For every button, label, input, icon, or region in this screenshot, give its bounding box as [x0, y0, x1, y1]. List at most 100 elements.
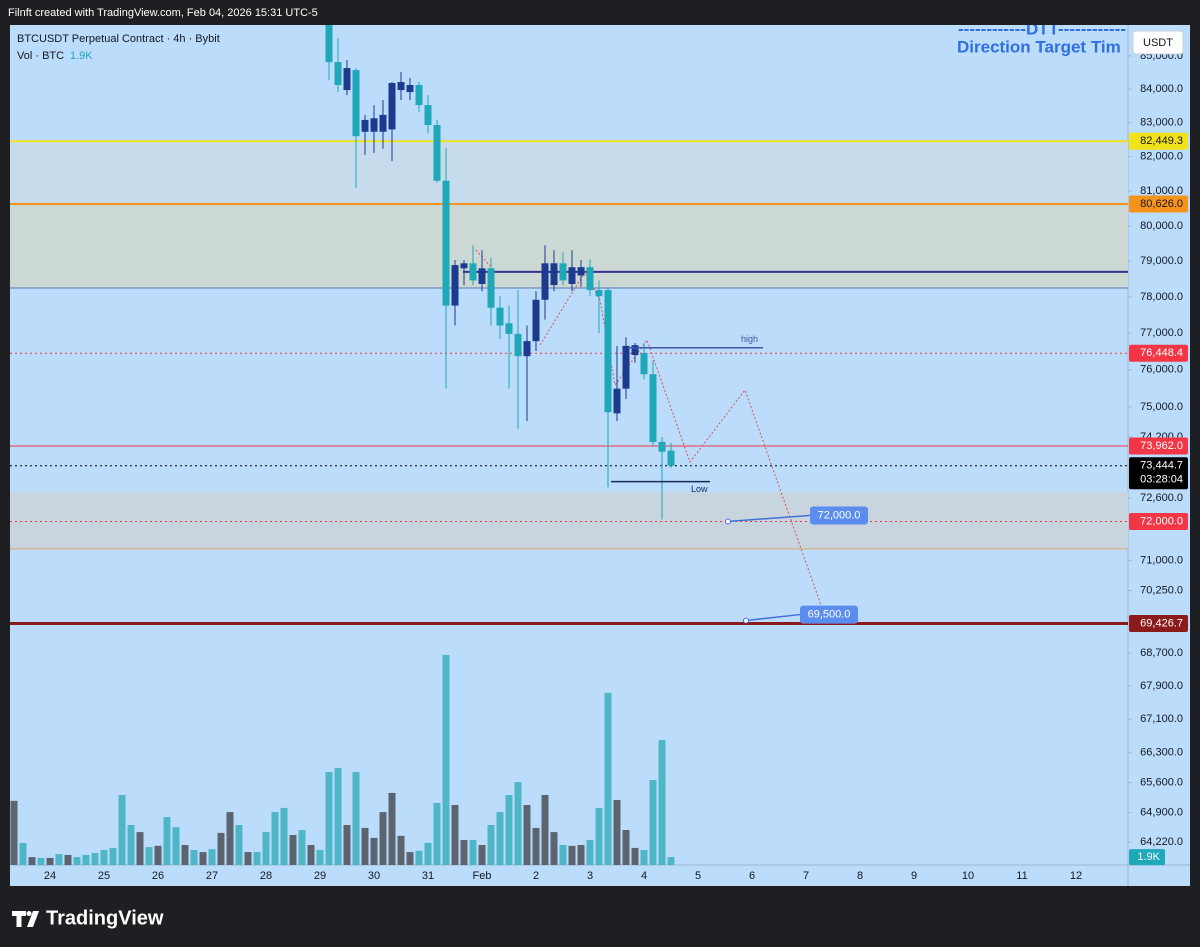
candle-body	[622, 345, 630, 389]
volume-bar	[307, 845, 315, 865]
x-tick-label: 27	[206, 870, 218, 882]
y-tick-label: 80,000.0	[1140, 220, 1183, 232]
header-text: Filnft created with TradingView.com, Feb…	[8, 7, 318, 19]
volume-bar	[262, 832, 270, 865]
volume-bar	[460, 840, 468, 865]
volume-bar	[100, 850, 108, 865]
level-label: 76,448.4	[1140, 347, 1183, 359]
candle-body	[604, 290, 612, 413]
y-tick-label: 68,700.0	[1140, 647, 1183, 659]
chart-title: BTCUSDT Perpetual Contract · 4h · Bybit	[17, 33, 220, 45]
volume-bar	[190, 850, 198, 865]
logo-icon	[12, 910, 39, 927]
candle-body	[433, 125, 441, 181]
volume-legend-value: 1.9K	[70, 50, 93, 62]
volume-bar	[325, 772, 333, 865]
volume-bar	[334, 767, 342, 865]
y-tick-label: 64,900.0	[1140, 807, 1183, 819]
x-tick-label: 10	[962, 870, 974, 882]
candle-body	[523, 341, 531, 357]
x-tick-label: 7	[803, 870, 809, 882]
volume-bar	[352, 772, 360, 865]
currency-button[interactable]	[1132, 30, 1184, 55]
volume-bar	[343, 825, 351, 865]
candle-body	[406, 85, 414, 93]
volume-bar	[667, 857, 675, 865]
y-tick-label: 84,000.0	[1140, 83, 1183, 95]
annotation-line1: ------------DTT------------	[958, 19, 1126, 38]
zone	[10, 141, 1128, 205]
x-tick-label: 12	[1070, 870, 1082, 882]
level-label: 72,000.0	[1140, 515, 1183, 527]
x-tick-label: 24	[44, 870, 56, 882]
target-point	[743, 617, 749, 624]
x-tick-label: 3	[587, 870, 593, 882]
volume-bar	[658, 740, 666, 865]
volume-bar	[523, 805, 531, 865]
volume-bar	[649, 780, 657, 865]
candle-body	[658, 441, 666, 452]
level-label-box	[1129, 344, 1188, 362]
volume-bar	[379, 812, 387, 865]
volume-bar	[568, 845, 576, 865]
candle-body	[550, 263, 558, 286]
volume-bar	[397, 835, 405, 865]
volume-bar	[172, 827, 180, 865]
x-tick-label: 28	[260, 870, 272, 882]
y-tick-label: 70,250.0	[1140, 584, 1183, 596]
swing-high-label: high	[741, 334, 758, 344]
candle-body	[487, 268, 495, 308]
candle-body	[478, 268, 486, 285]
y-tick-label: 67,900.0	[1140, 680, 1183, 692]
volume-bar	[10, 800, 18, 865]
volume-bar	[415, 850, 423, 865]
volume-bar	[37, 857, 45, 865]
volume-bar	[532, 827, 540, 865]
y-tick-label: 66,300.0	[1140, 747, 1183, 759]
target-connector	[727, 514, 811, 523]
x-tick-label: 9	[911, 870, 917, 882]
volume-bar	[91, 852, 99, 865]
volume-bar	[595, 807, 603, 865]
volume-bar	[145, 847, 153, 865]
x-tick-label: 2	[533, 870, 539, 882]
candle-body	[379, 114, 387, 132]
x-tick-label: 29	[314, 870, 326, 882]
candle-body	[397, 82, 405, 91]
target-label: 72,000.0	[818, 509, 861, 521]
volume-bar	[55, 854, 63, 865]
candle-body	[442, 180, 450, 306]
volume-bar	[496, 812, 504, 865]
level-label: 69,426.7	[1140, 617, 1183, 629]
volume-bar	[199, 852, 207, 865]
candle-body	[424, 105, 432, 126]
level-label-box	[1129, 195, 1188, 213]
volume-bar	[469, 840, 477, 865]
volume-bar	[559, 845, 567, 865]
volume-bar	[280, 807, 288, 865]
candle-body	[577, 267, 585, 276]
y-tick-label: 76,000.0	[1140, 364, 1183, 376]
candle-body	[325, 25, 333, 63]
level-label: 73,962.0	[1140, 440, 1183, 452]
candle-body	[541, 263, 549, 300]
y-tick-label: 72,600.0	[1140, 492, 1183, 504]
volume-bar	[226, 812, 234, 865]
x-tick-label: Feb	[473, 870, 492, 882]
volume-bar	[28, 857, 36, 865]
volume-bar	[316, 850, 324, 865]
volume-bar	[433, 802, 441, 865]
candle-body	[496, 307, 504, 326]
candle-body	[532, 299, 540, 342]
y-tick-label: 75,000.0	[1140, 401, 1183, 413]
volume-legend: Vol · BTC	[17, 50, 64, 62]
zone	[10, 492, 1128, 549]
candle-body	[631, 345, 639, 356]
volume-bar	[640, 850, 648, 865]
volume-bar	[361, 827, 369, 865]
currency-label[interactable]: USDT	[1143, 37, 1173, 49]
target-label: 69,500.0	[808, 608, 851, 620]
volume-label-box	[1129, 849, 1165, 866]
candle-body	[460, 263, 468, 269]
candle-body	[640, 353, 648, 375]
